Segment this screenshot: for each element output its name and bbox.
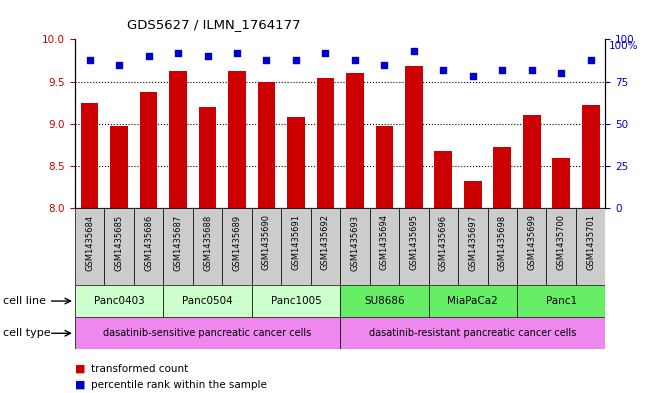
Bar	[464, 181, 482, 208]
Bar	[399, 208, 428, 285]
Text: Panc1005: Panc1005	[271, 296, 322, 306]
Point	[467, 73, 478, 80]
Text: GSM1435694: GSM1435694	[380, 215, 389, 270]
Bar	[252, 285, 340, 317]
Bar	[258, 82, 275, 208]
Text: GSM1435695: GSM1435695	[409, 215, 419, 270]
Text: ■: ■	[75, 380, 85, 390]
Bar	[340, 208, 370, 285]
Point	[497, 66, 508, 73]
Bar	[134, 208, 163, 285]
Bar	[458, 208, 488, 285]
Point	[114, 61, 124, 68]
Bar	[434, 151, 452, 208]
Text: percentile rank within the sample: percentile rank within the sample	[91, 380, 267, 390]
Bar	[252, 208, 281, 285]
Bar	[104, 208, 134, 285]
Bar	[376, 126, 393, 208]
Bar	[199, 107, 216, 208]
Bar	[75, 285, 163, 317]
Text: GSM1435684: GSM1435684	[85, 215, 94, 270]
Text: 100%: 100%	[609, 41, 638, 51]
Text: GSM1435688: GSM1435688	[203, 215, 212, 271]
Bar	[428, 208, 458, 285]
Point	[291, 57, 301, 63]
Bar	[405, 66, 422, 208]
Bar	[582, 105, 600, 208]
Bar	[281, 208, 311, 285]
Text: GSM1435696: GSM1435696	[439, 215, 448, 270]
Point	[438, 66, 449, 73]
Bar	[75, 317, 340, 349]
Point	[202, 53, 213, 59]
Bar	[340, 285, 428, 317]
Bar	[517, 285, 605, 317]
Point	[173, 50, 183, 56]
Text: GSM1435687: GSM1435687	[174, 215, 182, 271]
Text: MiaPaCa2: MiaPaCa2	[447, 296, 498, 306]
Text: dasatinib-sensitive pancreatic cancer cells: dasatinib-sensitive pancreatic cancer ce…	[104, 328, 312, 338]
Text: SU8686: SU8686	[364, 296, 405, 306]
Text: GSM1435701: GSM1435701	[586, 215, 595, 270]
Bar	[340, 317, 605, 349]
Point	[556, 70, 566, 76]
Bar	[517, 208, 546, 285]
Bar	[163, 208, 193, 285]
Point	[261, 57, 271, 63]
Text: Panc1: Panc1	[546, 296, 577, 306]
Text: dasatinib-resistant pancreatic cancer cells: dasatinib-resistant pancreatic cancer ce…	[369, 328, 577, 338]
Text: GSM1435692: GSM1435692	[321, 215, 330, 270]
Bar	[169, 72, 187, 208]
Text: cell line: cell line	[3, 296, 46, 306]
Point	[85, 57, 95, 63]
Point	[585, 57, 596, 63]
Point	[320, 50, 331, 56]
Bar	[287, 117, 305, 208]
Bar	[546, 208, 576, 285]
Bar	[552, 158, 570, 208]
Text: Panc0504: Panc0504	[182, 296, 233, 306]
Bar	[110, 126, 128, 208]
Bar	[228, 72, 246, 208]
Bar	[316, 78, 334, 208]
Text: GSM1435700: GSM1435700	[557, 215, 566, 270]
Bar	[75, 208, 104, 285]
Point	[232, 50, 242, 56]
Text: GDS5627 / ILMN_1764177: GDS5627 / ILMN_1764177	[127, 18, 301, 31]
Bar	[81, 103, 98, 208]
Bar	[576, 208, 605, 285]
Bar	[493, 147, 511, 208]
Point	[350, 57, 360, 63]
Bar	[193, 208, 222, 285]
Bar	[488, 208, 517, 285]
Text: ■: ■	[75, 364, 85, 374]
Text: GSM1435690: GSM1435690	[262, 215, 271, 270]
Bar	[523, 116, 540, 208]
Text: GSM1435686: GSM1435686	[144, 215, 153, 271]
Point	[143, 53, 154, 59]
Text: GSM1435691: GSM1435691	[292, 215, 300, 270]
Text: GSM1435698: GSM1435698	[498, 215, 506, 270]
Bar	[140, 92, 158, 208]
Text: cell type: cell type	[3, 328, 51, 338]
Bar	[428, 285, 517, 317]
Bar	[370, 208, 399, 285]
Text: transformed count: transformed count	[91, 364, 188, 374]
Text: Panc0403: Panc0403	[94, 296, 145, 306]
Bar	[222, 208, 252, 285]
Text: GSM1435699: GSM1435699	[527, 215, 536, 270]
Bar	[163, 285, 252, 317]
Bar	[311, 208, 340, 285]
Bar	[346, 73, 364, 208]
Text: GSM1435697: GSM1435697	[468, 215, 477, 270]
Text: GSM1435689: GSM1435689	[232, 215, 242, 270]
Point	[409, 48, 419, 54]
Point	[527, 66, 537, 73]
Point	[379, 61, 389, 68]
Text: GSM1435685: GSM1435685	[115, 215, 124, 270]
Text: GSM1435693: GSM1435693	[350, 215, 359, 270]
